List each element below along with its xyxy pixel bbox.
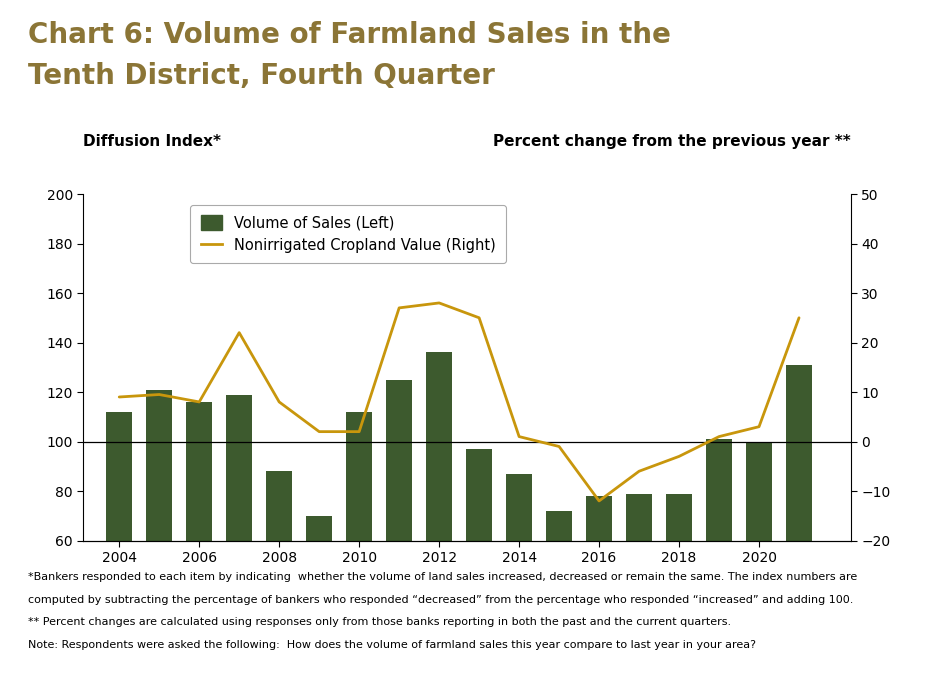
Bar: [266, 471, 292, 689]
Text: computed by subtracting the percentage of bankers who responded “decreased” from: computed by subtracting the percentage o…: [28, 595, 853, 604]
Bar: [786, 365, 812, 689]
Bar: [706, 439, 732, 689]
Text: Note: Respondents were asked the following:  How does the volume of farmland sal: Note: Respondents were asked the followi…: [28, 640, 756, 650]
Bar: [586, 496, 612, 689]
Legend: Volume of Sales (Left), Nonirrigated Cropland Value (Right): Volume of Sales (Left), Nonirrigated Cro…: [191, 205, 506, 263]
Bar: [106, 412, 132, 689]
Bar: [227, 394, 253, 689]
Bar: [626, 493, 652, 689]
Bar: [186, 402, 212, 689]
Text: *Bankers responded to each item by indicating  whether the volume of land sales : *Bankers responded to each item by indic…: [28, 572, 857, 581]
Text: ** Percent changes are calculated using responses only from those banks reportin: ** Percent changes are calculated using …: [28, 617, 731, 627]
Bar: [426, 353, 452, 689]
Bar: [386, 380, 413, 689]
Bar: [346, 412, 372, 689]
Bar: [546, 511, 572, 689]
Bar: [306, 516, 332, 689]
Bar: [746, 441, 772, 689]
Bar: [146, 389, 172, 689]
Text: Tenth District, Fourth Quarter: Tenth District, Fourth Quarter: [28, 62, 495, 90]
Text: Chart 6: Volume of Farmland Sales in the: Chart 6: Volume of Farmland Sales in the: [28, 21, 671, 49]
Text: Percent change from the previous year **: Percent change from the previous year **: [493, 134, 851, 149]
Bar: [506, 474, 532, 689]
Bar: [466, 449, 492, 689]
Text: Diffusion Index*: Diffusion Index*: [83, 134, 221, 149]
Bar: [666, 493, 692, 689]
